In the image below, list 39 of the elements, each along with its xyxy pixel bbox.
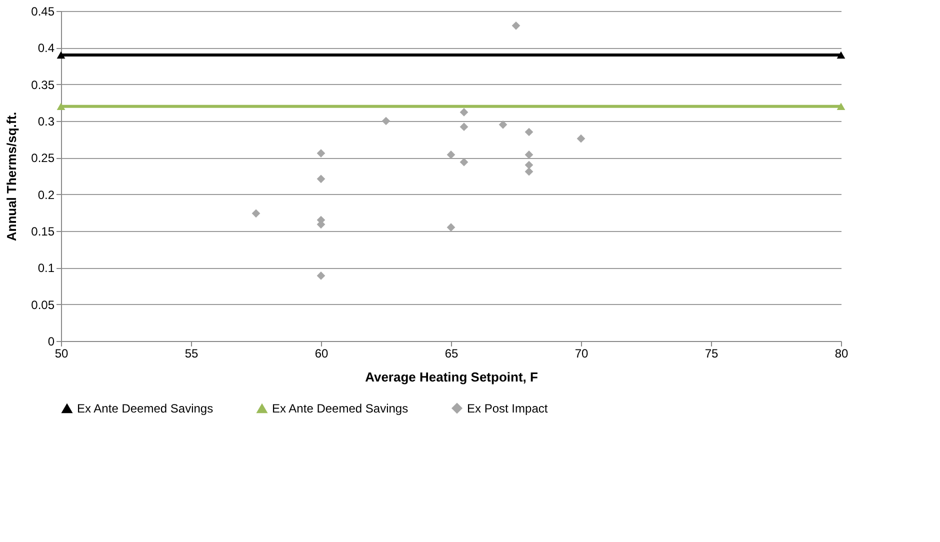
- x-tick-label: 65: [444, 346, 458, 360]
- x-tick-label: 55: [184, 346, 198, 360]
- y-tick-label: 0.05: [31, 298, 55, 312]
- x-tick-label: 75: [704, 346, 718, 360]
- point: [252, 209, 260, 218]
- y-axis-title: Annual Therms/sq.ft.: [4, 112, 20, 242]
- point: [524, 167, 534, 176]
- point: [382, 116, 390, 126]
- y-tick-label: 0.35: [31, 78, 55, 92]
- point: [316, 174, 326, 184]
- y-tick-label: 0.3: [38, 114, 55, 128]
- point: [316, 272, 326, 280]
- point: [524, 150, 534, 159]
- legend-label: Ex Post Impact: [467, 401, 548, 416]
- y-tick-label: 0.2: [38, 188, 55, 202]
- point: [460, 108, 468, 116]
- x-tick-label: 80: [834, 346, 848, 360]
- y-tick-label: 0.4: [38, 41, 55, 56]
- point: [524, 128, 534, 136]
- x-tick-label: 60: [314, 346, 328, 360]
- y-tick-label: 0.45: [31, 4, 55, 18]
- point: [316, 149, 326, 158]
- point: [576, 134, 586, 143]
- y-tick-label: 0.25: [31, 151, 55, 166]
- point: [446, 223, 456, 232]
- point: [460, 158, 468, 166]
- point: [446, 150, 456, 159]
- y-tick-label: 0.15: [31, 224, 55, 238]
- legend-label: Ex Ante Deemed Savings: [272, 402, 408, 416]
- y-tick-label: 0.1: [38, 261, 55, 276]
- x-tick-label: 70: [574, 346, 588, 360]
- legend-label: Ex Ante Deemed Savings: [77, 402, 214, 416]
- point: [498, 120, 508, 129]
- y-tick-label: 0: [48, 334, 55, 348]
- point: [460, 122, 468, 132]
- point: [524, 160, 534, 170]
- x-axis-title: Average Heating Setpoint, F: [365, 370, 538, 384]
- x-tick-label: 50: [54, 346, 68, 360]
- point: [512, 21, 520, 30]
